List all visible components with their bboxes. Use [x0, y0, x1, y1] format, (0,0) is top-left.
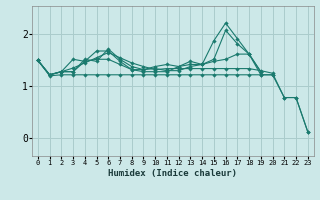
- X-axis label: Humidex (Indice chaleur): Humidex (Indice chaleur): [108, 169, 237, 178]
